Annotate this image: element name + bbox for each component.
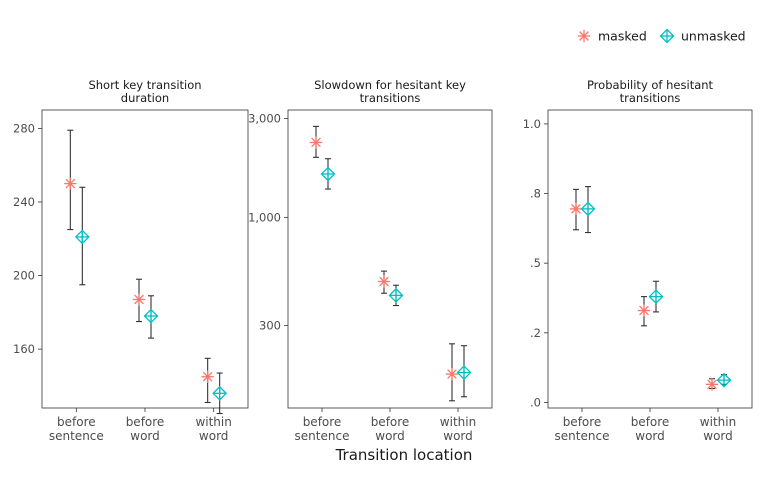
legend-label: unmasked xyxy=(681,29,746,44)
x-tick-label: sentence xyxy=(49,429,104,443)
y-tick-label: 280 xyxy=(13,121,35,135)
point-masked xyxy=(637,304,651,317)
point-unmasked xyxy=(716,372,732,388)
x-tick-label: before xyxy=(126,415,165,429)
panel-title-line: Probability of hesitant xyxy=(587,78,714,92)
legend-key-masked-stroke xyxy=(579,31,589,41)
legend-item-unmasked: unmasked xyxy=(659,28,746,44)
point-masked xyxy=(309,136,323,149)
point-masked-stroke xyxy=(447,369,457,379)
x-tick-label: before xyxy=(631,415,670,429)
point-unmasked xyxy=(388,287,404,303)
x-tick-label: sentence xyxy=(295,429,350,443)
legend-label: masked xyxy=(598,29,647,44)
point-unmasked xyxy=(212,385,228,401)
x-tick-label: before xyxy=(57,415,96,429)
x-tick-label: word xyxy=(635,429,665,443)
y-tick-label: 1.0 xyxy=(523,117,541,131)
x-tick-label: word xyxy=(375,429,405,443)
point-masked-stroke xyxy=(65,178,76,189)
x-tick-label: before xyxy=(303,415,342,429)
point-masked-stroke xyxy=(202,371,213,382)
legend-key-masked xyxy=(577,29,591,43)
legend-item-masked: masked xyxy=(577,29,647,44)
point-masked-stroke xyxy=(134,294,144,305)
point-unmasked xyxy=(580,201,596,217)
point-masked-stroke xyxy=(571,204,581,214)
x-tick-label: within xyxy=(700,415,736,429)
panel-border xyxy=(41,109,249,409)
point-masked xyxy=(377,275,391,288)
panel-title-line: transitions xyxy=(620,91,681,105)
point-unmasked xyxy=(143,308,159,324)
y-tick-label: 240 xyxy=(13,195,35,209)
x-tick-label: word xyxy=(443,429,473,443)
panel-title-line: transitions xyxy=(360,91,421,105)
x-tick-label: before xyxy=(563,415,602,429)
point-masked-stroke xyxy=(379,276,389,287)
point-masked xyxy=(201,370,214,383)
panel-border xyxy=(547,109,753,409)
point-masked-stroke xyxy=(707,379,717,390)
y-tick-label: .2 xyxy=(530,326,541,340)
legend-key-unmasked xyxy=(659,28,675,44)
panel-title-line: Short key transition xyxy=(88,78,201,92)
point-masked xyxy=(132,293,146,306)
x-tick-label: sentence xyxy=(555,429,610,443)
point-masked-stroke xyxy=(639,305,649,316)
point-unmasked xyxy=(74,229,90,245)
x-tick-label: word xyxy=(130,429,160,443)
point-masked xyxy=(445,367,459,381)
y-tick-label: 200 xyxy=(13,269,35,283)
y-tick-label: 1,000 xyxy=(248,210,281,224)
y-tick-label: 300 xyxy=(259,319,281,333)
panel-title-line: Slowdown for hesitant key xyxy=(314,78,466,92)
x-tick-label: before xyxy=(371,415,410,429)
point-unmasked xyxy=(648,289,664,305)
point-masked xyxy=(569,202,583,216)
point-masked xyxy=(64,177,77,190)
y-tick-label: .8 xyxy=(530,187,541,201)
x-tick-label: word xyxy=(703,429,733,443)
x-tick-label: word xyxy=(199,429,229,443)
point-masked-stroke xyxy=(311,137,321,148)
legend: masked unmasked xyxy=(577,28,746,44)
x-axis-title: Transition location xyxy=(335,446,473,464)
y-tick-label: .0 xyxy=(530,395,541,409)
point-unmasked xyxy=(320,166,336,182)
y-tick-label: 3,000 xyxy=(248,112,281,126)
point-masked xyxy=(705,378,719,391)
x-tick-label: within xyxy=(440,415,476,429)
x-tick-label: within xyxy=(195,415,231,429)
panel-border xyxy=(287,109,493,409)
y-tick-label: 160 xyxy=(13,342,35,356)
panel-title-line: duration xyxy=(121,91,169,105)
point-unmasked xyxy=(456,365,472,380)
y-tick-label: .5 xyxy=(530,256,541,270)
